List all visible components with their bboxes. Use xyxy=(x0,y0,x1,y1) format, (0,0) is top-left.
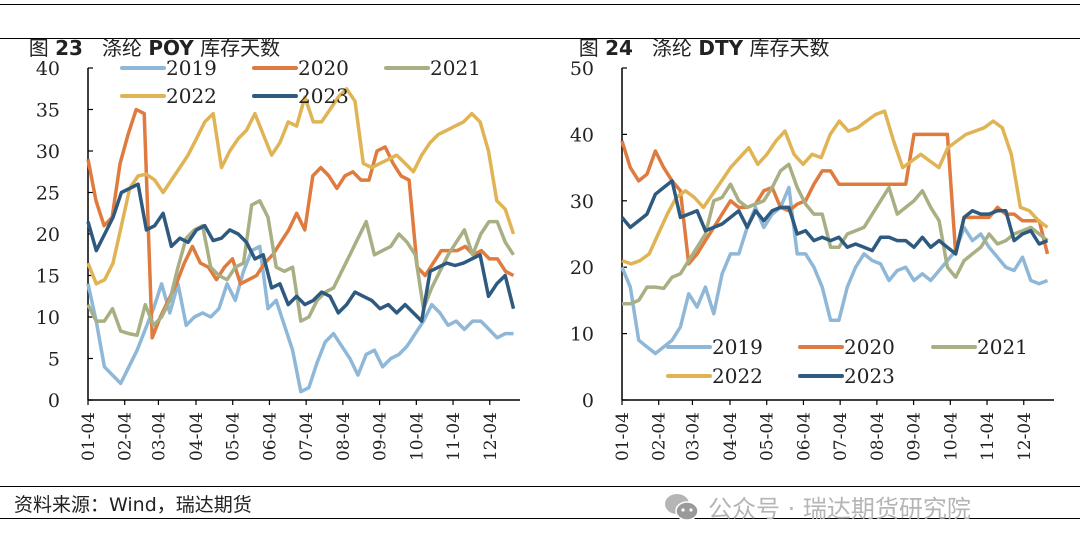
x-tick-label: 05-04 xyxy=(758,412,778,461)
legend-label: 2023 xyxy=(298,84,349,108)
legend-item-2022: 2022 xyxy=(120,84,217,108)
chart-title-dty: 图 24 涤纶 DTY 库存天数 xyxy=(566,8,830,61)
series-line-2023 xyxy=(620,179,1049,256)
title-suffix: 库存天数 xyxy=(193,36,281,60)
x-tick-label: 02-04 xyxy=(650,412,670,461)
y-tick-label: 50 xyxy=(570,58,594,80)
legend-item-2020: 2020 xyxy=(252,56,349,80)
legend-label: 2020 xyxy=(298,56,349,80)
x-tick-label: 04-04 xyxy=(721,412,741,461)
x-tick-label: 11-04 xyxy=(444,412,464,461)
top-rule xyxy=(0,4,1080,5)
y-tick-label: 15 xyxy=(36,266,60,288)
x-tick-label: 09-04 xyxy=(371,412,391,461)
legend-label: 2021 xyxy=(977,335,1028,359)
y-tick-label: 35 xyxy=(36,100,60,122)
y-tick-label: 40 xyxy=(570,124,594,146)
legend-item-2023: 2023 xyxy=(798,364,895,388)
poy-inventory-chart: 0 5 10 15 20 25 30 35 40 01-04 02-04 03-04 04-04 05-0… xyxy=(36,56,520,461)
legend-label: 2022 xyxy=(166,84,217,108)
series-line-2021 xyxy=(622,162,1049,306)
figure-number: 24 xyxy=(605,36,633,60)
legend-label: 2019 xyxy=(712,335,763,359)
x-tick-label: 12-04 xyxy=(1015,412,1035,461)
y-tick-label: 0 xyxy=(582,390,594,412)
wechat-icon xyxy=(665,493,699,521)
watermark: 公众号 · 瑞达期货研究院 xyxy=(664,489,971,524)
x-tick-label: 10-04 xyxy=(941,412,961,461)
source-bottom-rule xyxy=(0,518,1080,519)
legend-item-2021: 2021 xyxy=(384,56,481,80)
title-product: POY xyxy=(148,36,194,60)
legend-item-2022: 2022 xyxy=(666,364,763,388)
source-note: 资料来源：Wind，瑞达期货 xyxy=(14,494,252,516)
x-tick-label: 08-04 xyxy=(334,412,354,461)
legend-label: 2020 xyxy=(844,335,895,359)
series-line-2019 xyxy=(620,185,1049,356)
title-name: 涤纶 xyxy=(102,36,149,60)
title-rule xyxy=(0,38,1080,39)
x-tick-label: 04-04 xyxy=(187,412,207,461)
legend-item-2019: 2019 xyxy=(666,335,763,359)
title-product: DTY xyxy=(698,36,744,60)
series-line-2023 xyxy=(86,182,516,323)
x-tick-label: 11-04 xyxy=(978,412,998,461)
figure-prefix: 图 xyxy=(578,36,606,60)
series-line-2022 xyxy=(621,109,1049,266)
y-tick-label: 10 xyxy=(570,324,594,346)
legend-label: 2023 xyxy=(844,364,895,388)
legend-item-2021: 2021 xyxy=(931,335,1028,359)
x-tick-label: 03-04 xyxy=(149,412,169,461)
chart-title-poy: 图 23 涤纶 POY 库存天数 xyxy=(16,8,280,61)
x-tick-label: 08-04 xyxy=(868,412,888,461)
y-tick-label: 0 xyxy=(48,390,60,412)
series-line-2020 xyxy=(86,107,515,340)
y-tick-label: 25 xyxy=(36,183,60,205)
legend-label: 2022 xyxy=(712,364,763,388)
x-tick-label: 10-04 xyxy=(407,412,427,461)
title-suffix: 库存天数 xyxy=(743,36,830,60)
x-tick-label: 02-04 xyxy=(116,412,136,461)
legend-label: 2021 xyxy=(430,56,481,80)
title-name: 涤纶 xyxy=(652,36,699,60)
legend-item-2023: 2023 xyxy=(252,84,349,108)
y-tick-label: 5 xyxy=(48,349,60,371)
x-tick-label: 12-04 xyxy=(481,412,501,461)
y-tick-label: 20 xyxy=(36,224,60,246)
y-tick-label: 10 xyxy=(36,307,60,329)
x-tick-label: 09-04 xyxy=(905,412,925,461)
dty-inventory-chart: 0 10 20 30 40 50 01-04 02-04 03-04 04-04 05-04 06-0… xyxy=(570,58,1054,461)
source-top-rule xyxy=(0,486,1080,487)
legend-item-2019: 2019 xyxy=(120,56,217,80)
figure-prefix: 图 xyxy=(28,36,56,60)
x-tick-label: 06-04 xyxy=(260,412,280,461)
y-tick-label: 30 xyxy=(570,191,594,213)
series-line-2022 xyxy=(86,87,516,286)
watermark-text: 公众号 · 瑞达期货研究院 xyxy=(708,495,971,523)
y-tick-label: 40 xyxy=(36,58,60,80)
x-tick-label: 07-04 xyxy=(831,412,851,461)
series-line-2019 xyxy=(86,244,514,394)
legend-label: 2019 xyxy=(166,56,217,80)
x-tick-label: 01-04 xyxy=(613,412,633,461)
series-line-2020 xyxy=(620,132,1050,266)
x-tick-label: 03-04 xyxy=(683,412,703,461)
x-tick-label: 05-04 xyxy=(224,412,244,461)
x-tick-label: 06-04 xyxy=(794,412,814,461)
x-tick-label: 07-04 xyxy=(297,412,317,461)
figure-number: 23 xyxy=(55,36,83,60)
legend-item-2020: 2020 xyxy=(798,335,895,359)
y-tick-label: 30 xyxy=(36,141,60,163)
x-tick-label: 01-04 xyxy=(79,412,99,461)
y-tick-label: 20 xyxy=(570,257,594,279)
